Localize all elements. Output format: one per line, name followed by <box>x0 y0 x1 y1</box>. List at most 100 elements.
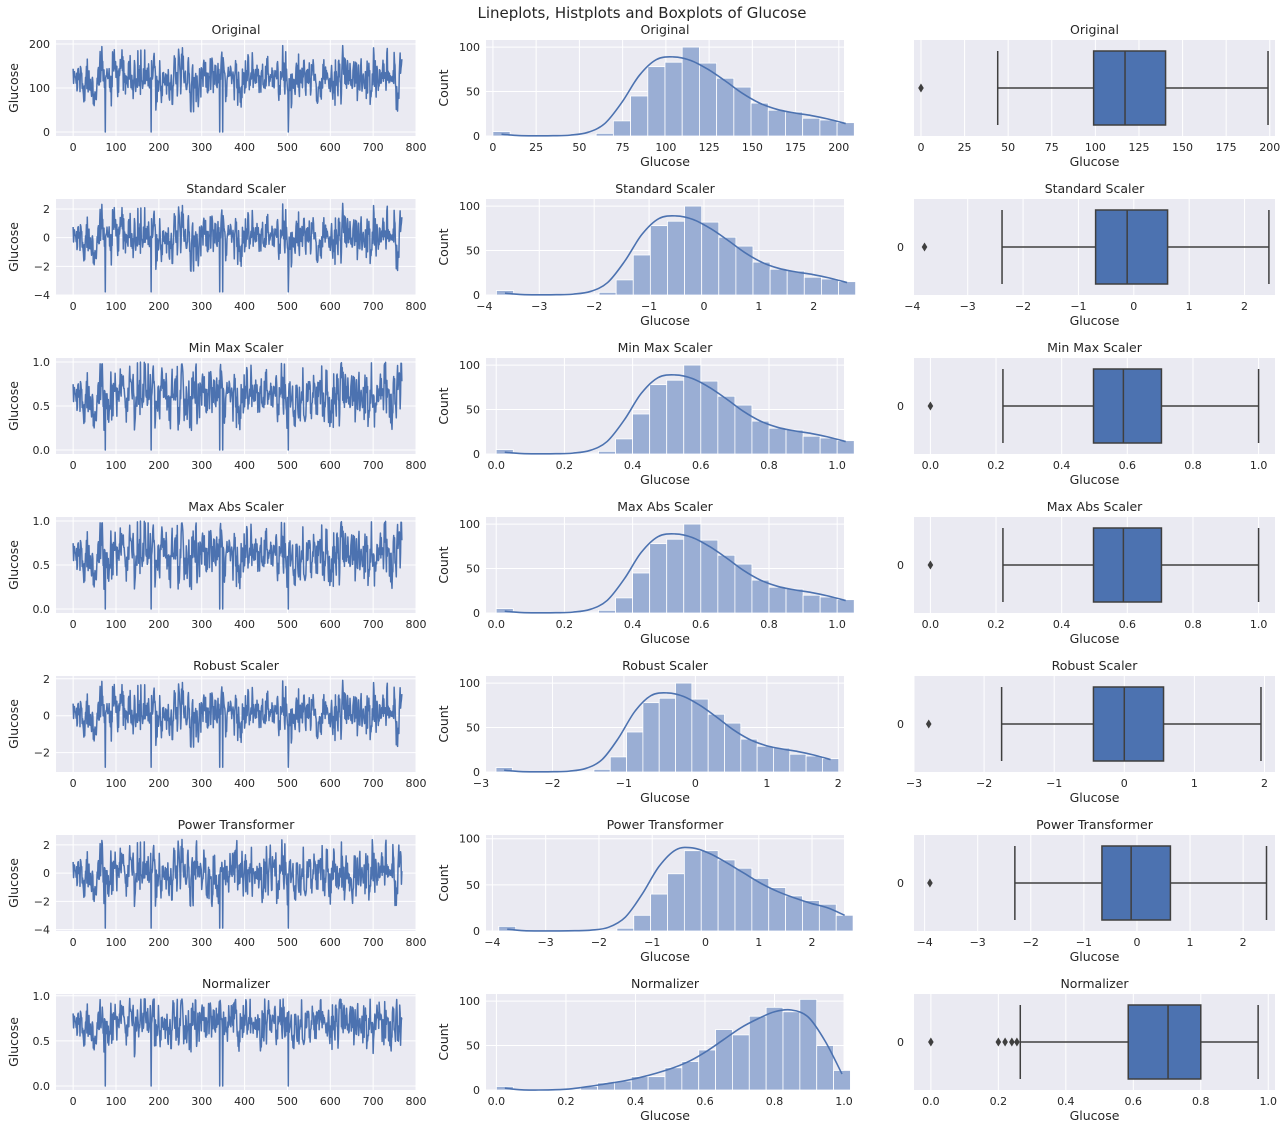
histogram-bar <box>836 122 855 137</box>
bar-subplot-4: −3 −2 −1 0 1 2 0 50 100 Robust Scaler Glucose Count <box>436 658 844 805</box>
x-tick-label: −3 <box>960 300 976 313</box>
bar-subplot-5: −4 −3 −2 −1 0 1 2 0 50 100 Power Transformer Glucos… <box>436 817 854 964</box>
bar-subplot-3: 0.0 0.2 0.4 0.6 0.8 1.0 0 50 100 Max Abs Scaler Gl… <box>436 499 855 646</box>
x-tick-label: 500 <box>277 141 298 154</box>
x-axis-label: Glucose <box>1070 949 1120 964</box>
box-subplot-3: 0.0 0.2 0.4 0.6 0.8 1.0 0 Max Abs Scaler Glucose <box>897 499 1275 646</box>
histogram-bar <box>717 554 736 614</box>
x-tick-label: 0.8 <box>1192 1095 1210 1108</box>
kde-curve <box>504 215 848 296</box>
x-tick-label: 400 <box>234 936 255 949</box>
x-tick-label: 400 <box>234 300 255 313</box>
histogram-bar <box>578 134 597 137</box>
subplot-title: Min Max Scaler <box>1047 340 1143 355</box>
x-tick-label: 0.0 <box>922 1095 940 1108</box>
y-tick-label: 100 <box>29 82 50 95</box>
outlier-marker <box>918 83 924 93</box>
histogram-bar <box>735 245 754 296</box>
histogram-bar <box>658 697 676 773</box>
x-tick-label: 1 <box>1191 777 1198 790</box>
x-tick-label: 25 <box>529 141 543 154</box>
x-tick-label: 0 <box>1133 936 1140 949</box>
histogram-bar <box>616 927 635 932</box>
x-tick-label: 125 <box>699 141 720 154</box>
x-tick-label: 0.6 <box>692 459 710 472</box>
x-tick-label: 0 <box>70 141 77 154</box>
histogram-bar <box>767 109 786 137</box>
interquartile-box <box>1101 845 1172 921</box>
histogram-bar <box>789 753 807 773</box>
y-tick-label: 2 <box>43 839 50 852</box>
x-tick-label: 0.0 <box>922 618 940 631</box>
x-tick-label: 0.8 <box>760 618 778 631</box>
x-tick-label: 300 <box>191 777 212 790</box>
histogram-bar <box>667 220 685 296</box>
x-tick-label: 600 <box>320 618 341 631</box>
x-tick-label: 400 <box>234 1095 255 1108</box>
histogram-bar <box>664 61 683 137</box>
histogram-bar <box>667 873 685 932</box>
histogram-bar <box>802 435 821 455</box>
box-subplot-0: 0 25 50 75 100 125 150 175 200 Original Glucose <box>914 22 1280 169</box>
x-tick-label: 0.2 <box>556 618 574 631</box>
histogram-bar <box>786 270 805 296</box>
histogram-bar <box>819 596 838 614</box>
x-tick-label: 100 <box>1085 141 1106 154</box>
histogram-bar <box>492 131 511 137</box>
x-tick-label: 0.4 <box>1053 618 1071 631</box>
x-tick-label: 0.2 <box>987 459 1005 472</box>
x-axis-label: Glucose <box>1070 313 1120 328</box>
histogram-bar <box>666 538 685 614</box>
x-tick-label: 175 <box>785 141 806 154</box>
y-tick-label: 0.5 <box>33 559 51 572</box>
histogram-bar <box>495 608 514 614</box>
histogram-bar <box>642 702 660 773</box>
x-tick-label: 0.8 <box>1184 459 1202 472</box>
histogram-bar <box>716 77 735 137</box>
subplot-title: Min Max Scaler <box>618 340 714 355</box>
y-tick-label: −4 <box>34 924 50 937</box>
histogram-bar <box>649 225 668 296</box>
y-tick-label: 100 <box>459 833 480 846</box>
histogram-bar <box>773 747 791 773</box>
histogram-bar <box>495 449 514 455</box>
x-tick-label: 300 <box>191 936 212 949</box>
histogram-bar <box>664 1067 683 1091</box>
glucose-series-line <box>72 361 403 451</box>
histogram-bar <box>802 117 821 137</box>
y-tick-label: 0 <box>897 877 904 890</box>
x-tick-label: 200 <box>148 141 169 154</box>
histogram-bar <box>740 738 758 773</box>
histogram-bar <box>581 293 600 296</box>
histogram-bar <box>598 291 617 296</box>
x-tick-label: 500 <box>277 1095 298 1108</box>
x-axis-label: Glucose <box>1070 631 1120 646</box>
interquartile-box <box>1094 209 1169 285</box>
x-tick-label: 400 <box>234 459 255 472</box>
histogram-bar <box>756 745 774 773</box>
histogram-bar <box>732 1034 750 1091</box>
histogram-bar <box>724 722 742 773</box>
x-tick-label: 2 <box>810 300 817 313</box>
y-axis-label: Count <box>436 1023 451 1060</box>
line-subplot-6: 0 100 200 300 400 500 600 700 800 0.0 0.5 1.0 Normal… <box>6 976 427 1108</box>
outlier-marker <box>927 560 934 570</box>
y-tick-label: 100 <box>459 41 480 54</box>
y-axis-label: Glucose <box>6 858 21 908</box>
subplot-title: Original <box>1070 22 1119 37</box>
y-tick-label: −2 <box>34 260 50 273</box>
histogram-bar <box>750 102 769 137</box>
y-tick-label: 0 <box>473 607 480 620</box>
histogram-bar <box>683 850 702 932</box>
glucose-series-line <box>72 44 403 133</box>
histogram-bar <box>802 594 821 614</box>
line-subplot-1: 0 100 200 300 400 500 600 700 800 −4 −2 0 2 Standard … <box>6 181 427 313</box>
x-tick-label: 600 <box>320 936 341 949</box>
x-tick-label: 0 <box>489 141 496 154</box>
x-axis-label: Glucose <box>1070 472 1120 487</box>
outlier-marker <box>925 719 932 729</box>
subplot-title: Min Max Scaler <box>189 340 285 355</box>
x-tick-label: −4 <box>904 300 920 313</box>
x-tick-label: 0 <box>700 300 707 313</box>
x-tick-label: 0.0 <box>487 459 505 472</box>
